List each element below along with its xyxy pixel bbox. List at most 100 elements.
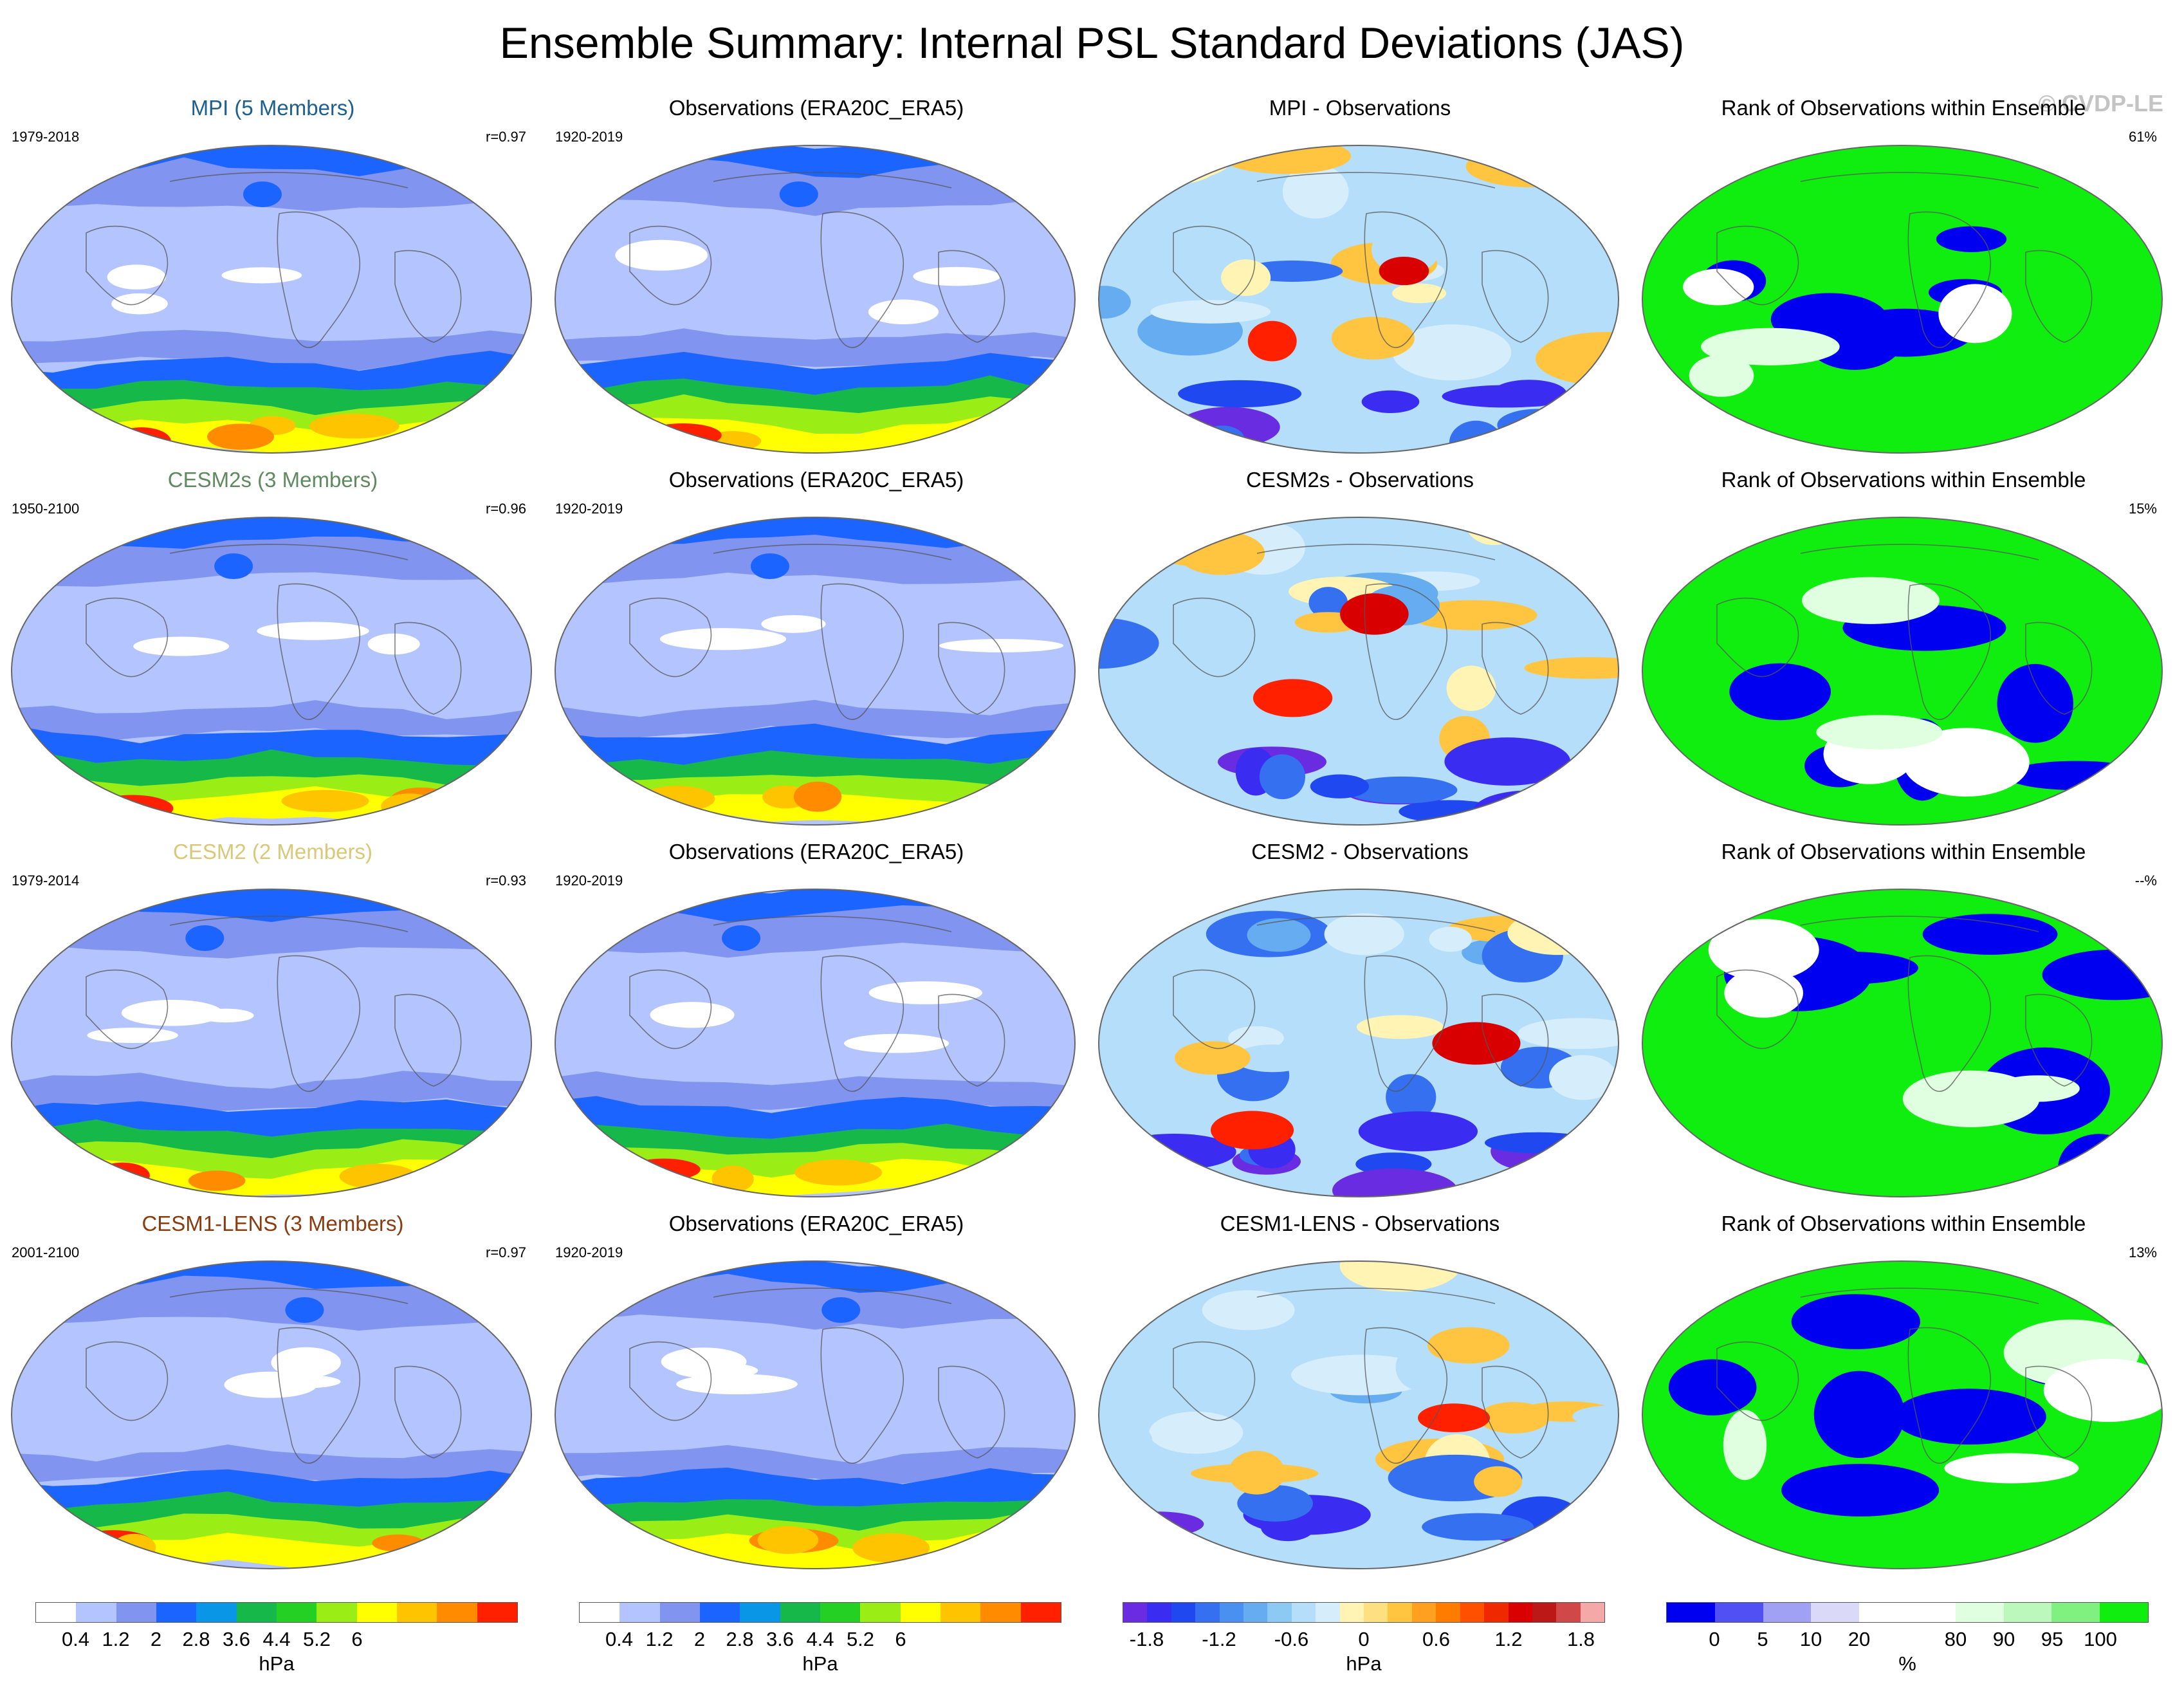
map-border bbox=[1098, 145, 1619, 454]
colorbar-tick-label: -0.6 bbox=[1274, 1628, 1309, 1650]
panel-title: MPI - Observations bbox=[1269, 96, 1451, 120]
diff-map bbox=[1098, 145, 1619, 454]
panel-title: Rank of Observations within Ensemble bbox=[1721, 1212, 2086, 1235]
rank-percent-label: 13% bbox=[2128, 1244, 2157, 1260]
sd-colorbar-ticks: 0.4 1.2 2 2.8 3.6 4.4 5.2 6 bbox=[579, 1628, 1061, 1654]
period-label: 1920-2019 bbox=[555, 872, 623, 889]
map-border bbox=[1098, 889, 1619, 1197]
panel-title: Rank of Observations within Ensemble bbox=[1721, 96, 2086, 120]
colorbar-swatch bbox=[76, 1603, 116, 1622]
sd-map bbox=[555, 889, 1076, 1197]
sd-map bbox=[555, 1260, 1076, 1569]
colorbar-tick-label: 20 bbox=[1848, 1628, 1871, 1650]
correlation-label: r=0.97 bbox=[486, 1244, 526, 1260]
period-label: 1979-2018 bbox=[12, 129, 80, 145]
map-border bbox=[11, 889, 532, 1197]
colorbar-swatch bbox=[1171, 1603, 1196, 1622]
colorbar-swatch bbox=[900, 1603, 941, 1622]
period-label: 1979-2014 bbox=[12, 872, 80, 889]
colorbar-tick-label: 100 bbox=[2084, 1628, 2117, 1650]
contour-band bbox=[12, 329, 531, 371]
diff-map bbox=[1098, 889, 1619, 1197]
colorbar-swatch bbox=[580, 1603, 620, 1622]
sd-colorbar-swatches bbox=[579, 1602, 1061, 1623]
contour-band bbox=[12, 1444, 531, 1485]
rank-map bbox=[1642, 145, 2163, 454]
period-label: 1950-2100 bbox=[12, 501, 80, 517]
panel-title: CESM1-LENS - Observations bbox=[1220, 1212, 1500, 1235]
coastline bbox=[629, 1288, 1005, 1464]
colorbar-swatch bbox=[2100, 1603, 2148, 1622]
coastline bbox=[1173, 916, 1549, 1092]
contour-band bbox=[12, 535, 531, 587]
panel-row: MPI (5 Members) 1979-2018 r=0.97 Observatio… bbox=[0, 94, 2184, 466]
period-label: 1920-2019 bbox=[555, 1244, 623, 1260]
rank-percent-label: 15% bbox=[2128, 501, 2157, 517]
map-border bbox=[1642, 1260, 2163, 1569]
colorbar-swatch bbox=[780, 1603, 820, 1622]
colorbar-swatch bbox=[1460, 1603, 1485, 1622]
panel-title: CESM2 - Observations bbox=[1251, 840, 1469, 863]
colorbar-swatch bbox=[2051, 1603, 2100, 1622]
coastline bbox=[86, 916, 462, 1092]
colorbar-swatch bbox=[36, 1603, 77, 1622]
colorbar-swatch bbox=[156, 1603, 197, 1622]
panel-title: Observations (ERA20C_ERA5) bbox=[668, 96, 964, 120]
sd-map bbox=[11, 145, 532, 454]
colorbar-swatch bbox=[196, 1603, 237, 1622]
diff-map bbox=[1098, 1260, 1619, 1569]
map-border bbox=[11, 145, 532, 454]
cvdp-watermark: © CVDP-LE bbox=[2038, 90, 2163, 116]
sd-colorbar-ticks: 0.4 1.2 2 2.8 3.6 4.4 5.2 6 bbox=[35, 1628, 518, 1654]
colorbar-tick-label: 6 bbox=[895, 1628, 906, 1650]
colorbar-tick-label: 0 bbox=[1709, 1628, 1720, 1650]
panel-title: Observations (ERA20C_ERA5) bbox=[668, 468, 964, 492]
colorbar-tick-label: 0.6 bbox=[1422, 1628, 1451, 1650]
difference-panel: CESM1-LENS - Observations bbox=[1087, 1210, 1633, 1582]
colorbar-tick-label: 1.2 bbox=[102, 1628, 130, 1650]
rank-colorbar-unit: % bbox=[1898, 1652, 1916, 1675]
rank-map bbox=[1642, 1260, 2163, 1569]
colorbar-swatch bbox=[317, 1603, 357, 1622]
coastline bbox=[1716, 1288, 2093, 1464]
diff-colorbar-ticks: -1.8 -1.2 -0.6 0 0.6 1.2 1.8 bbox=[1123, 1628, 1605, 1654]
colorbar-tick-label: 3.6 bbox=[766, 1628, 794, 1650]
colorbar-swatch bbox=[477, 1603, 517, 1622]
model-panel: MPI (5 Members) 1979-2018 r=0.97 bbox=[0, 94, 546, 466]
colorbar-swatch bbox=[1667, 1603, 1715, 1622]
colorbar-swatch bbox=[1907, 1603, 1956, 1622]
colorbar-tick-label: 1.2 bbox=[645, 1628, 674, 1650]
colorbar-swatch bbox=[1243, 1603, 1268, 1622]
panel-row: CESM2 (2 Members) 1979-2014 r=0.93 Observat… bbox=[0, 838, 2184, 1210]
colorbar-swatch bbox=[2003, 1603, 2052, 1622]
colorbar-tick-label: 0.4 bbox=[61, 1628, 90, 1650]
panel-title: CESM2s - Observations bbox=[1246, 468, 1474, 492]
diff-colorbar: -1.8 -1.2 -0.6 0 0.6 1.2 1.8 hPa bbox=[1123, 1602, 1624, 1679]
colorbar-tick-label: 4.4 bbox=[806, 1628, 834, 1650]
sd-map bbox=[555, 145, 1076, 454]
colorbar-tick-label: 80 bbox=[1944, 1628, 1967, 1650]
colorbar-swatch bbox=[619, 1603, 660, 1622]
sd-colorbar-model: 0.4 1.2 2 2.8 3.6 4.4 5.2 6 hPa bbox=[35, 1602, 537, 1679]
colorbar-swatch bbox=[1339, 1603, 1364, 1622]
figure-title: Ensemble Summary: Internal PSL Standard … bbox=[499, 19, 1685, 68]
colorbar-swatch bbox=[116, 1603, 156, 1622]
rank-colorbar-swatches bbox=[1666, 1602, 2149, 1623]
colorbar-swatch bbox=[659, 1603, 700, 1622]
colorbar-tick-label: 5 bbox=[1757, 1628, 1768, 1650]
colorbar-swatch bbox=[1316, 1603, 1340, 1622]
coastline bbox=[1173, 544, 1549, 720]
colorbar-swatch bbox=[396, 1603, 437, 1622]
panel-title: Rank of Observations within Ensemble bbox=[1721, 840, 2086, 863]
sd-map bbox=[11, 517, 532, 826]
map-border bbox=[555, 517, 1076, 826]
colorbar-tick-label: 2 bbox=[693, 1628, 706, 1650]
panel-title: Rank of Observations within Ensemble bbox=[1721, 468, 2086, 492]
contour-band bbox=[555, 905, 1075, 958]
colorbar-swatch bbox=[437, 1603, 477, 1622]
colorbar-swatch bbox=[1714, 1603, 1763, 1622]
colorbar-tick-label: 90 bbox=[1992, 1628, 2015, 1650]
colorbar-swatch bbox=[1556, 1603, 1581, 1622]
rank-panel: Rank of Observations within Ensemble --% bbox=[1631, 838, 2176, 1210]
rank-percent-label: 61% bbox=[2128, 129, 2157, 145]
